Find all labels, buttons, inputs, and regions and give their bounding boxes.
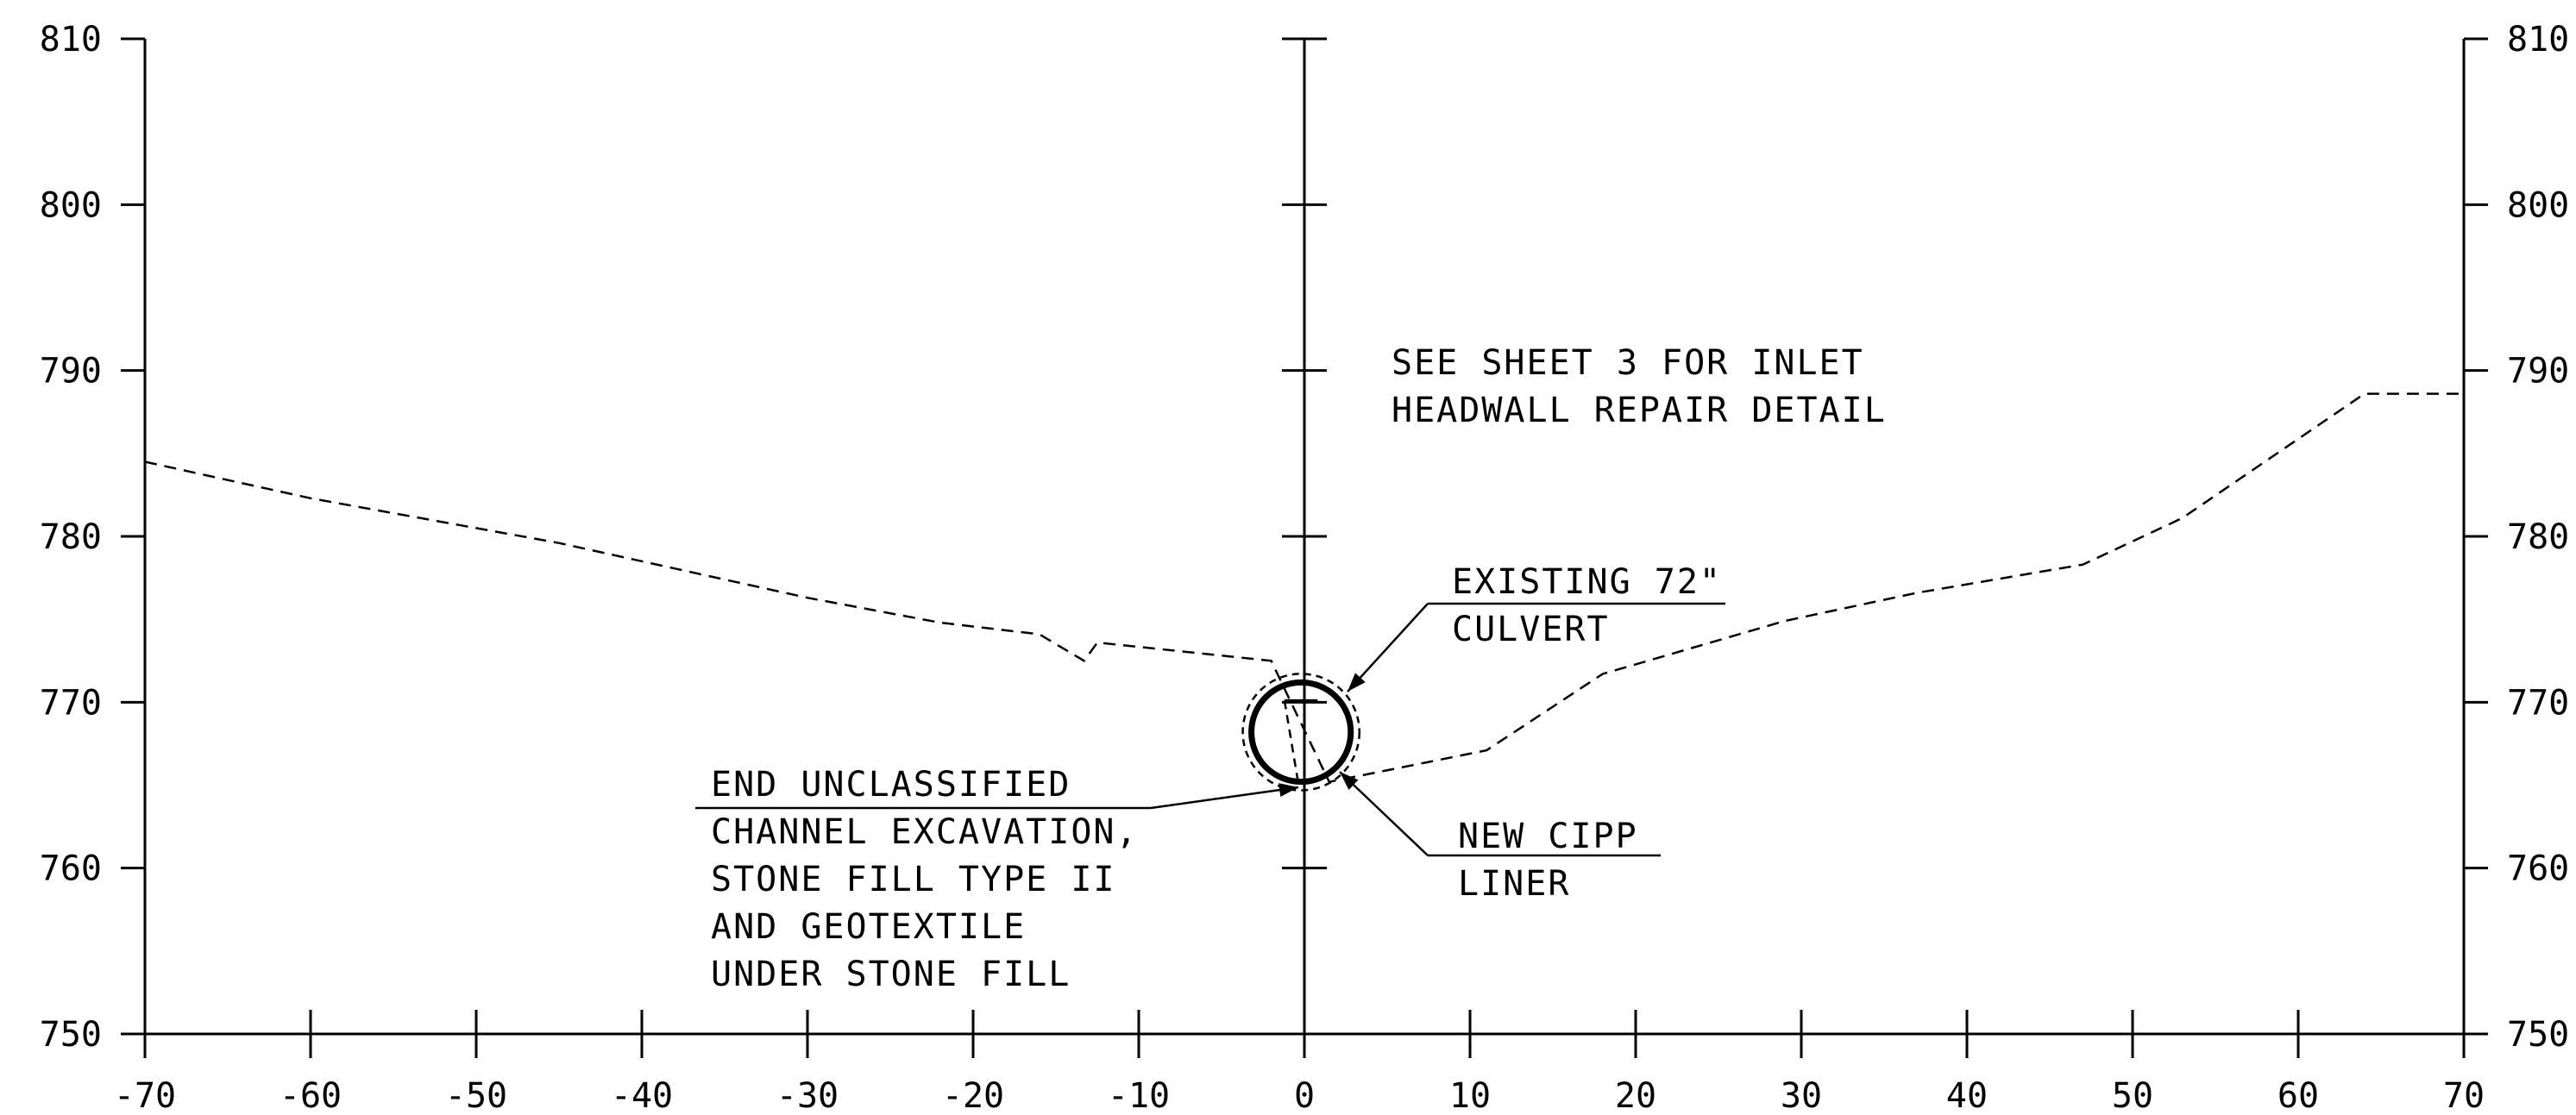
y-tick-label-left: 750	[40, 1015, 102, 1055]
x-tick-label: 30	[1781, 1076, 1822, 1115]
annotation-line: LINER	[1458, 864, 1570, 904]
annotation-line: AND GEOTEXTILE	[711, 907, 1026, 947]
x-tick-label: 60	[2278, 1076, 2319, 1115]
y-tick-label-left: 810	[40, 20, 102, 60]
ground-profile-line	[144, 392, 2464, 784]
y-tick-label-right: 800	[2507, 185, 2569, 225]
y-tick-label-left: 770	[40, 683, 102, 723]
existing-culvert-leader-head	[1348, 673, 1366, 692]
x-tick-label: -10	[1108, 1076, 1170, 1115]
x-tick-label: 50	[2112, 1076, 2153, 1115]
y-tick-label-right: 790	[2507, 352, 2569, 392]
x-tick-label: 10	[1449, 1076, 1491, 1115]
leader-lines-group	[695, 602, 1725, 857]
annotation-line: EXISTING 72"	[1452, 562, 1722, 602]
end-excavation-leader	[1150, 786, 1299, 810]
end-excavation-leader-head	[1279, 783, 1298, 797]
x-tick-label: 40	[1946, 1076, 1988, 1115]
x-tick-label: -70	[114, 1076, 176, 1115]
y-tick-label-right: 770	[2507, 683, 2569, 723]
ground-line-group	[144, 392, 2464, 784]
annotation-line: NEW CIPP	[1458, 817, 1638, 856]
existing-culvert-outline	[1241, 673, 1361, 792]
y-tick-label-right: 810	[2507, 20, 2569, 60]
annotation-line: CHANNEL EXCAVATION,	[711, 812, 1139, 852]
y-tick-label-left: 800	[40, 185, 102, 225]
y-tick-label-left: 790	[40, 352, 102, 392]
new-liner-leader-head	[1340, 772, 1359, 790]
x-tick-label: 70	[2443, 1076, 2485, 1115]
x-tick-label: -20	[942, 1076, 1004, 1115]
annotation-line: END UNCLASSIFIED	[711, 765, 1071, 805]
notes-group: SEE SHEET 3 FOR INLET HEADWALL REPAIR DET…	[711, 343, 1887, 994]
x-tick-label: -50	[445, 1076, 507, 1115]
cipp-liner-circle	[1248, 679, 1354, 786]
x-tick-label: -60	[280, 1076, 342, 1115]
annotation-line: HEADWALL REPAIR DETAIL	[1392, 391, 1887, 430]
existing-culvert-leader	[1347, 603, 1429, 692]
annotation-line: SEE SHEET 3 FOR INLET	[1392, 343, 1864, 383]
y-tick-label-right: 760	[2507, 849, 2569, 889]
y-tick-label-left: 780	[40, 517, 102, 557]
culvert-group	[1241, 673, 1361, 792]
x-tick-label: -40	[611, 1076, 673, 1115]
annotation-line: CULVERT	[1452, 610, 1610, 649]
annotation-line: UNDER STONE FILL	[711, 955, 1071, 994]
new-liner-leader	[1339, 771, 1429, 856]
invert-marker	[1283, 700, 1299, 780]
y-tick-label-left: 760	[40, 849, 102, 889]
ticks-group: 750 750 760 760 770 770 780 780 790 790 800 800 810 8…	[40, 20, 2570, 1115]
annotation-line: STONE FILL TYPE II	[711, 860, 1115, 899]
x-tick-label: 20	[1615, 1076, 1656, 1115]
x-tick-label: 0	[1294, 1076, 1315, 1115]
y-tick-label-right: 780	[2507, 517, 2569, 557]
x-tick-label: -30	[776, 1076, 839, 1115]
y-tick-label-right: 750	[2507, 1015, 2569, 1055]
